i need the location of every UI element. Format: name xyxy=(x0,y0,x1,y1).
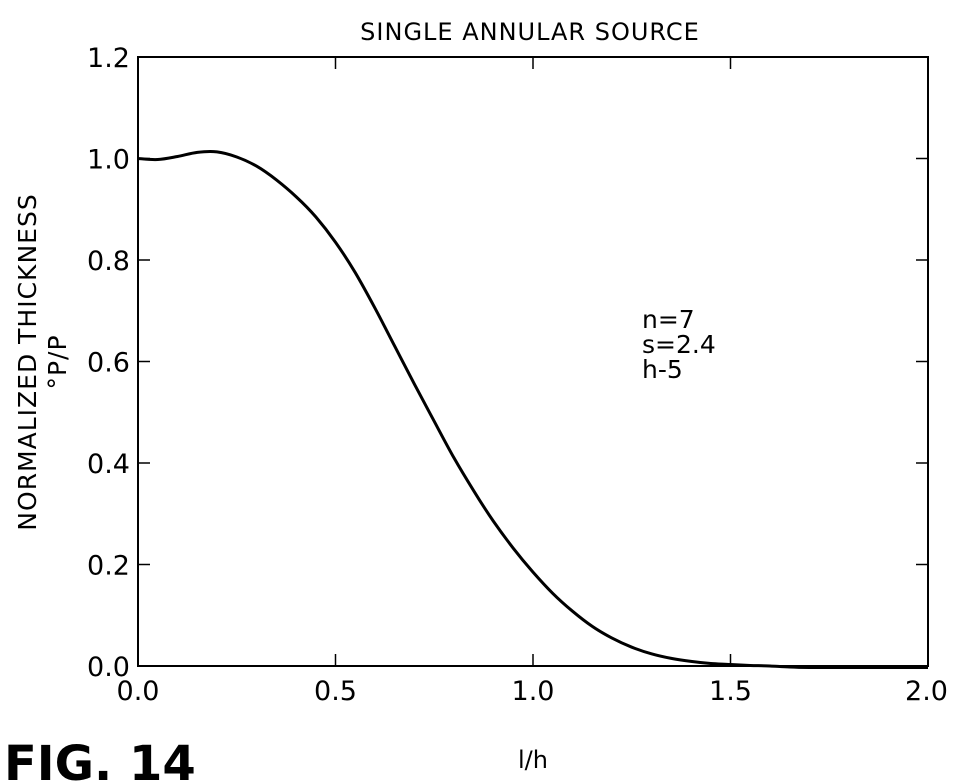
y-axis-label: NORMALIZED THICKNESS xyxy=(13,193,42,530)
x-axis: 0.0 0.5 1.0 1.5 2.0 xyxy=(117,57,948,707)
chart-title: SINGLE ANNULAR SOURCE xyxy=(360,18,700,46)
y-axis-label-symbol: °P/P xyxy=(43,334,72,389)
y-tick-label: 0.8 xyxy=(87,246,130,277)
y-tick-label: 0.2 xyxy=(87,551,130,582)
y-tick-label: 0.4 xyxy=(87,449,130,480)
annotation-s: s=2.4 xyxy=(642,330,716,359)
x-tick-label: 2.0 xyxy=(905,676,948,707)
plot-frame xyxy=(137,56,929,667)
y-tick-label: 0.6 xyxy=(87,348,130,379)
x-tick-label: 0.0 xyxy=(117,676,160,707)
x-tick-label: 1.5 xyxy=(709,676,752,707)
annotation-n: n=7 xyxy=(642,305,695,334)
y-tick-label: 1.2 xyxy=(87,43,130,74)
y-tick-label: 0.0 xyxy=(87,652,130,683)
figure-label: FIG. 14 xyxy=(4,736,196,781)
y-tick-label: 1.0 xyxy=(87,145,130,176)
y-axis: 0.0 0.2 0.4 0.6 0.8 1.0 1.2 xyxy=(87,43,928,683)
annotation-h: h-5 xyxy=(642,355,683,384)
x-axis-label: l/h xyxy=(518,746,548,774)
series-line xyxy=(137,149,928,670)
x-tick-label: 0.5 xyxy=(314,676,357,707)
x-tick-label: 1.0 xyxy=(512,676,555,707)
